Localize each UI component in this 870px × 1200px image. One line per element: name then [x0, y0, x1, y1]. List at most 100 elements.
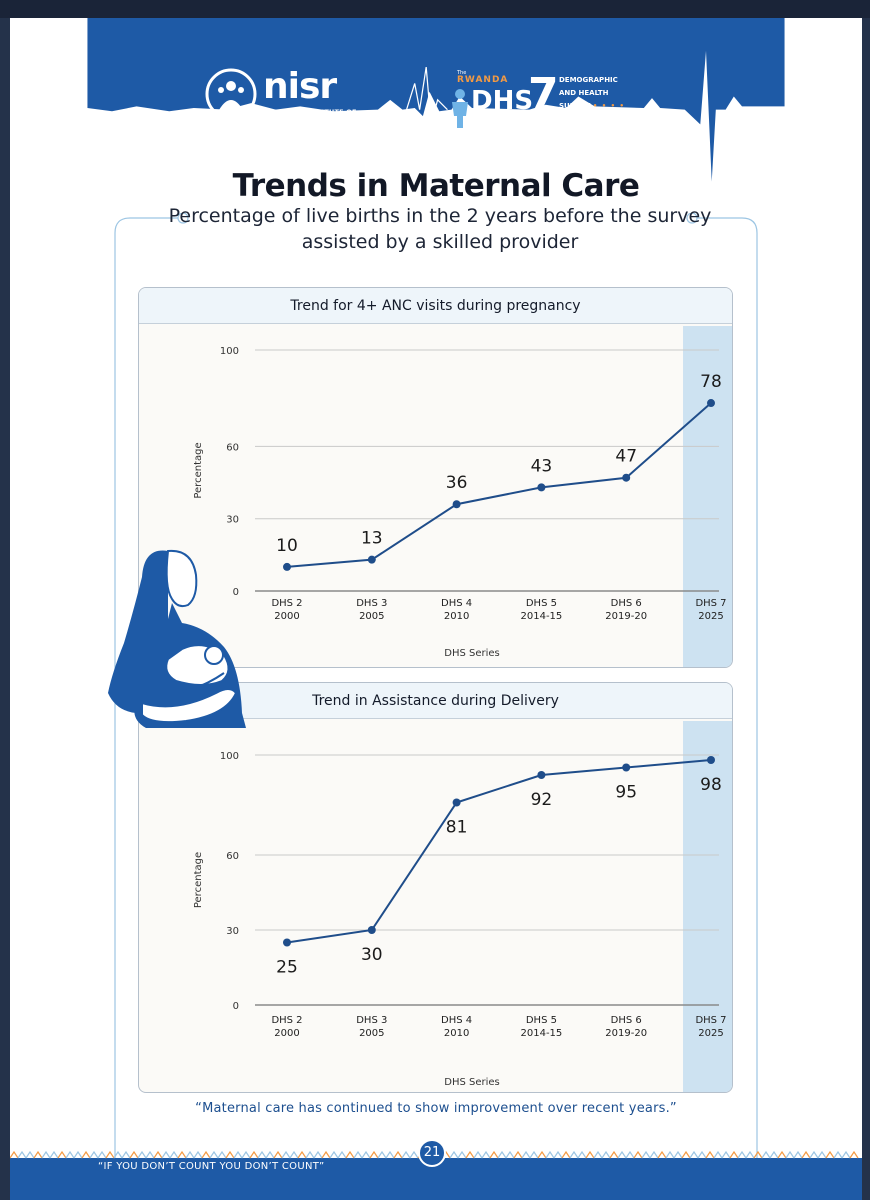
footer-pattern-mark: [249, 1150, 259, 1159]
footer-pattern-mark: [129, 1150, 139, 1159]
x-tick-sublabel: 2000: [274, 611, 299, 622]
data-label: 98: [700, 775, 722, 795]
footer-pattern-mark: [377, 1150, 387, 1159]
x-tick-label: DHS 6: [611, 1015, 642, 1026]
data-label: 10: [276, 536, 298, 556]
data-point: [537, 771, 546, 779]
footer-pattern-mark: [841, 1150, 851, 1159]
chart-title: Trend for 4+ ANC visits during pregnancy: [139, 288, 732, 324]
nisr-emblem-icon: [205, 68, 257, 120]
footer-pattern-mark: [161, 1150, 171, 1159]
x-tick-label: DHS 5: [526, 598, 557, 609]
footer-pattern-mark: [393, 1150, 403, 1159]
data-label: 78: [700, 372, 722, 392]
footer-pattern-mark: [65, 1150, 75, 1159]
footer-pattern-mark: [497, 1150, 507, 1159]
x-tick-sublabel: 2019-20: [605, 611, 647, 622]
footer-pattern-mark: [665, 1150, 675, 1159]
header-wave: [87, 18, 785, 182]
footer-pattern-mark: [657, 1150, 667, 1159]
footer-pattern-mark: [225, 1150, 235, 1159]
footer-pattern-mark: [713, 1150, 723, 1159]
series-line: [286, 759, 712, 944]
footer-pattern-mark: [233, 1150, 243, 1159]
x-tick-sublabel: 2010: [444, 1028, 469, 1039]
footer-pattern-mark: [825, 1150, 835, 1159]
footer-pattern-mark: [177, 1150, 187, 1159]
x-tick-label: DHS 3: [356, 598, 387, 609]
footer-pattern-mark: [737, 1150, 747, 1159]
footer-pattern-mark: [193, 1150, 203, 1159]
footer-pattern-mark: [337, 1150, 347, 1159]
x-tick-sublabel: 2000: [274, 1028, 299, 1039]
footer-pattern-mark: [465, 1150, 475, 1159]
footer-pattern-mark: [529, 1150, 539, 1159]
footer-pattern-mark: [705, 1150, 715, 1159]
footer-pattern-mark: [41, 1150, 51, 1159]
x-tick-label: DHS 6: [611, 598, 642, 609]
footer-pattern-mark: [289, 1150, 299, 1159]
footer-pattern-mark: [481, 1150, 491, 1159]
y-tick-label: 100: [220, 346, 239, 357]
data-point: [707, 756, 715, 764]
footer-pattern-mark: [137, 1150, 147, 1159]
footer-pattern-mark: [81, 1150, 91, 1159]
series-line: [286, 402, 712, 568]
footer-pattern-mark: [633, 1150, 643, 1159]
chart-delivery-plot: 0 30 60 100 Percentage DHS 2 2000 DHS 3 2005 DHS …: [193, 721, 732, 1092]
footer-pattern-mark: [369, 1150, 379, 1159]
footer-pattern-mark: [521, 1150, 531, 1159]
y-tick-label: 30: [226, 926, 239, 937]
footer-pattern-mark: [185, 1150, 195, 1159]
header-band: [87, 18, 785, 182]
footer-pattern-mark: [321, 1150, 331, 1159]
footer-pattern-mark: [217, 1150, 227, 1159]
footer-pattern-mark: [569, 1150, 579, 1159]
footer-pattern-mark: [201, 1150, 211, 1159]
data-point: [452, 500, 461, 509]
footer-pattern-mark: [833, 1150, 843, 1159]
x-axis-label: DHS Series: [444, 648, 500, 659]
footer-slogan: “IF YOU DON’T COUNT YOU DON’T COUNT”: [98, 1161, 325, 1172]
x-tick-sublabel: 2014-15: [521, 611, 563, 622]
chart-anc-plot: 0 30 60 100 Percentage DHS 2 2000 DHS 3 2005 DHS …: [193, 326, 732, 667]
dhs-rwanda: RWANDA: [457, 75, 509, 85]
footer-pattern-mark: [785, 1150, 795, 1159]
footer-pattern-mark: [753, 1150, 763, 1159]
x-tick-label: DHS 7: [695, 598, 726, 609]
footer-pattern-mark: [385, 1150, 395, 1159]
footer-pattern-mark: [721, 1150, 731, 1159]
y-tick-label: 100: [220, 751, 239, 762]
x-tick-sublabel: 2005: [359, 1028, 384, 1039]
footer-pattern-mark: [209, 1150, 219, 1159]
footer-pattern-mark: [745, 1150, 755, 1159]
dhs-the: The: [457, 70, 467, 76]
footer-pattern-mark: [401, 1150, 411, 1159]
footer-pattern-mark: [601, 1150, 611, 1159]
footer-pattern-mark: [849, 1150, 859, 1159]
footer-pattern-mark: [473, 1150, 483, 1159]
data-point: [452, 798, 461, 807]
data-label: 36: [446, 473, 468, 493]
footer-pattern-mark: [33, 1150, 43, 1159]
footer-pattern-mark: [729, 1150, 739, 1159]
page-number: 21: [418, 1139, 446, 1167]
highlight-band: [683, 721, 732, 1092]
nisr-subtitle: NATIONAL INSTITUTE OF STATISTICS OF RWAN…: [263, 108, 357, 124]
x-axis-label: DHS Series: [444, 1077, 500, 1088]
footer-pattern-mark: [73, 1150, 83, 1159]
footer-pattern-mark: [121, 1150, 131, 1159]
footer-pattern-mark: [305, 1150, 315, 1159]
y-axis-label: Percentage: [193, 442, 204, 498]
footer-pattern-mark: [89, 1150, 99, 1159]
y-tick-label: 0: [233, 587, 239, 598]
data-label: 95: [615, 783, 637, 803]
x-tick-sublabel: 2010: [444, 611, 469, 622]
nisr-logo: nisr NATIONAL INSTITUTE OF STATISTICS OF…: [205, 66, 375, 136]
footer-pattern-mark: [25, 1150, 35, 1159]
data-point: [707, 399, 715, 408]
x-tick-label: DHS 2: [271, 598, 302, 609]
footer-pattern-mark: [105, 1150, 115, 1159]
data-label: 13: [361, 529, 383, 549]
dhs-line2: AND HEALTH: [559, 89, 609, 97]
